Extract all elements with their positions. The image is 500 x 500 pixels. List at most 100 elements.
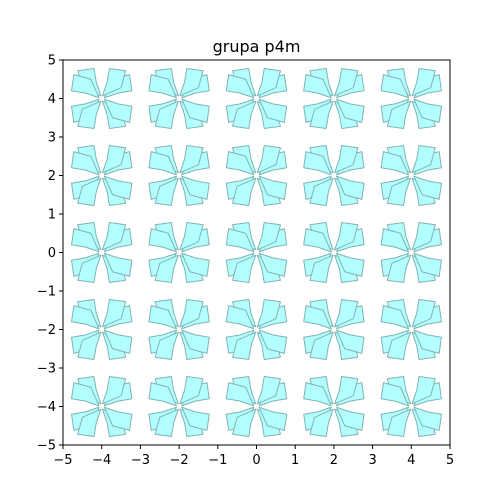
petal <box>411 144 436 174</box>
motif-1-2 <box>148 221 210 284</box>
x-tick-label: 2 <box>330 453 338 468</box>
petal <box>303 228 332 253</box>
petal <box>258 175 288 200</box>
petal <box>225 151 255 176</box>
petal <box>309 100 334 130</box>
petal <box>256 67 281 97</box>
petal <box>71 228 100 253</box>
petal <box>303 74 332 99</box>
x-tick-label: 3 <box>368 453 376 468</box>
petal <box>334 67 359 97</box>
petal <box>148 228 177 253</box>
motif-3-4 <box>303 67 365 130</box>
petal <box>386 100 412 130</box>
petal <box>256 298 281 328</box>
petal <box>413 252 442 277</box>
petal <box>303 305 332 330</box>
y-tick-label: −5 <box>37 439 56 454</box>
petal <box>336 175 365 200</box>
petal <box>380 74 410 99</box>
petal <box>386 408 412 438</box>
motif-3-2 <box>303 221 365 284</box>
y-tick-label: 2 <box>48 169 56 184</box>
petal <box>225 228 255 253</box>
petal <box>256 144 281 174</box>
petal <box>380 382 410 407</box>
motif-1-1 <box>148 298 210 361</box>
y-tick-label: 0 <box>48 246 56 261</box>
petal <box>303 382 332 407</box>
petal <box>232 254 257 284</box>
petal <box>336 98 365 123</box>
motif-4-0 <box>380 375 442 438</box>
motif-1-4 <box>148 67 210 130</box>
petal <box>258 252 288 277</box>
petal <box>256 375 281 405</box>
petal <box>103 329 133 354</box>
motif-3-3 <box>303 144 365 207</box>
petal <box>334 144 359 174</box>
petal <box>148 305 177 330</box>
petal <box>148 74 177 99</box>
motif-4-2 <box>380 221 442 284</box>
petal <box>101 375 127 405</box>
petal <box>101 221 127 251</box>
x-tick-label: 4 <box>407 453 415 468</box>
petal <box>334 221 359 251</box>
y-tick-label: 3 <box>48 131 56 146</box>
motif-2-4 <box>225 67 288 130</box>
petal <box>77 408 102 438</box>
y-tick-label: −2 <box>37 323 56 338</box>
petal <box>181 175 210 200</box>
petal <box>232 100 257 130</box>
petal <box>101 144 127 174</box>
y-tick-label: −4 <box>37 400 56 415</box>
petal <box>413 98 442 123</box>
chart-title: grupa p4m <box>213 37 301 56</box>
petal <box>179 375 204 405</box>
petal <box>181 406 210 431</box>
petal <box>309 177 334 207</box>
petal <box>380 151 410 176</box>
motif-2-1 <box>225 298 288 361</box>
petal <box>232 408 257 438</box>
petal <box>179 298 204 328</box>
petal <box>154 254 179 284</box>
petal <box>225 74 255 99</box>
petal <box>334 375 359 405</box>
petal <box>179 221 204 251</box>
y-tick-label: 1 <box>48 208 56 223</box>
x-tick-label: 5 <box>446 453 454 468</box>
petal <box>154 408 179 438</box>
petal <box>256 221 281 251</box>
petal <box>258 406 288 431</box>
petal <box>181 98 210 123</box>
x-tick-label: −4 <box>92 453 111 468</box>
petal <box>154 331 179 361</box>
petal <box>336 329 365 354</box>
petal <box>179 67 204 97</box>
motif-0-4 <box>71 67 133 130</box>
y-tick-label: −3 <box>37 362 56 377</box>
petal <box>181 252 210 277</box>
motif-2-0 <box>225 375 288 438</box>
petal <box>154 100 179 130</box>
motif-2-2 <box>225 221 288 284</box>
petal <box>181 329 210 354</box>
petal <box>309 254 334 284</box>
motif-4-4 <box>380 67 442 130</box>
motif-0-2 <box>71 221 133 284</box>
petal <box>334 298 359 328</box>
petal <box>380 228 410 253</box>
petal <box>103 406 133 431</box>
x-tick-label: 1 <box>291 453 299 468</box>
petal <box>258 329 288 354</box>
petal <box>411 298 436 328</box>
petal <box>103 98 133 123</box>
petal <box>77 331 102 361</box>
petal <box>309 331 334 361</box>
petal <box>386 254 412 284</box>
petal <box>380 305 410 330</box>
petal <box>309 408 334 438</box>
